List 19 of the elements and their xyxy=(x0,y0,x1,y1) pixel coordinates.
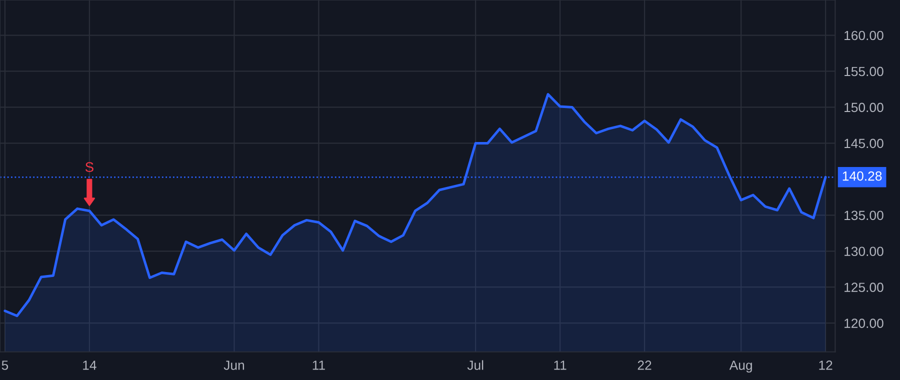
y-tick-label: 155.00 xyxy=(844,66,884,76)
y-tick-label: 130.00 xyxy=(844,246,884,256)
y-tick-label: 125.00 xyxy=(844,282,884,292)
x-tick-label: Jun xyxy=(224,360,244,370)
annotation: S xyxy=(85,162,94,172)
x-tick-label: 14 xyxy=(83,360,96,370)
x-tick-label: 12 xyxy=(819,360,832,370)
y-tick-label: 150.00 xyxy=(844,102,884,112)
x-tick-label: 5 xyxy=(2,360,8,370)
y-tick-label: 145.00 xyxy=(844,138,884,148)
y-tick-label: 135.00 xyxy=(844,210,884,220)
y-tick-label: 120.00 xyxy=(844,318,884,328)
x-tick-label: Jul xyxy=(467,360,484,370)
x-tick-label: 11 xyxy=(554,360,566,370)
x-tick-label: 22 xyxy=(638,360,652,370)
y-tick-label: 160.00 xyxy=(844,30,884,40)
x-tick-label: 11 xyxy=(312,360,325,370)
x-tick-label: Aug xyxy=(729,360,752,373)
ref-line-label: 140.28 xyxy=(842,171,882,181)
